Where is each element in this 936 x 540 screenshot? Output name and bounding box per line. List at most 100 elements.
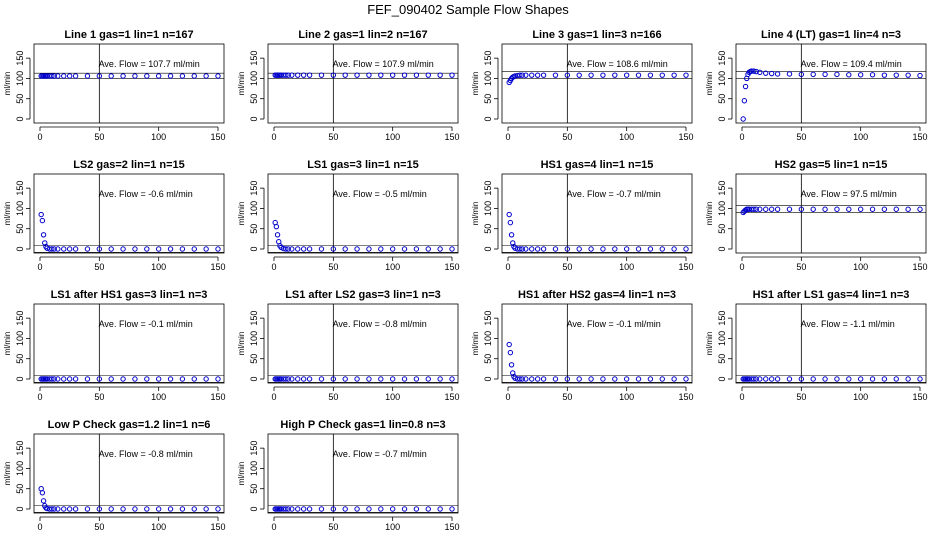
- x-tick-label: 100: [151, 392, 166, 402]
- x-tick-label: 150: [210, 132, 225, 142]
- y-axis-label: ml/min: [237, 72, 246, 96]
- x-tick-label: 0: [505, 262, 510, 272]
- data-point: [552, 376, 559, 382]
- data-point: [905, 206, 911, 212]
- data-point: [108, 246, 114, 252]
- data-point: [413, 246, 420, 252]
- data-point: [742, 83, 749, 90]
- data-point: [306, 376, 313, 382]
- y-axis-label: ml/min: [705, 332, 714, 356]
- data-point: [274, 232, 281, 238]
- chart-panel: LS1 after HS1 gas=3 lin=1 n=3050100150ml…: [3, 289, 226, 402]
- data-point: [508, 232, 515, 238]
- data-point: [366, 506, 372, 512]
- data-point: [529, 376, 535, 382]
- data-point: [751, 68, 757, 74]
- y-axis-label: ml/min: [3, 72, 12, 96]
- data-point: [881, 206, 888, 212]
- panel-title: Line 4 (LT) gas=1 lin=4 n=3: [761, 29, 901, 41]
- data-point: [588, 376, 594, 382]
- data-point: [540, 246, 547, 252]
- data-point: [534, 376, 541, 382]
- x-tick-label: 50: [562, 132, 572, 142]
- data-point: [763, 206, 769, 212]
- average-flow-annotation: Ave. Flow = -0.1 ml/min: [99, 319, 193, 329]
- data-point: [751, 376, 757, 382]
- plot-frame: [267, 303, 459, 384]
- data-point: [413, 376, 420, 382]
- y-tick-label: 0: [15, 376, 25, 381]
- data-point: [517, 376, 523, 382]
- data-point: [295, 246, 301, 252]
- data-point: [354, 72, 360, 78]
- y-tick-label: 50: [717, 94, 727, 104]
- x-tick-label: 0: [505, 132, 510, 142]
- average-flow-annotation: Ave. Flow = -0.7 ml/min: [333, 449, 427, 459]
- data-point: [425, 506, 431, 512]
- data-point: [155, 246, 162, 252]
- plot-frame: [33, 433, 225, 514]
- x-tick-label: 100: [619, 392, 634, 402]
- data-point: [132, 506, 138, 512]
- data-point: [132, 246, 138, 252]
- data-point: [61, 376, 67, 382]
- data-point: [300, 506, 307, 512]
- y-tick-label: 100: [15, 331, 25, 346]
- data-point: [300, 376, 307, 382]
- x-tick-label: 150: [444, 522, 459, 532]
- data-point: [623, 246, 630, 252]
- x-tick-label: 100: [385, 262, 400, 272]
- x-tick-label: 50: [328, 522, 338, 532]
- data-point: [378, 506, 384, 512]
- data-point: [55, 246, 61, 252]
- y-axis-label: ml/min: [237, 332, 246, 356]
- data-point: [366, 72, 372, 78]
- data-point: [72, 73, 79, 79]
- data-point: [449, 72, 455, 78]
- data-point: [846, 72, 852, 78]
- x-tick-label: 150: [678, 262, 693, 272]
- y-tick-label: 150: [717, 311, 727, 326]
- x-tick-label: 100: [385, 132, 400, 142]
- data-point: [132, 376, 138, 382]
- data-point: [389, 72, 396, 78]
- x-tick-label: 0: [739, 132, 744, 142]
- data-point: [506, 211, 512, 218]
- x-tick-label: 0: [739, 392, 744, 402]
- data-point: [534, 246, 541, 252]
- data-point: [893, 206, 899, 212]
- figure-title: FEF_090402 Sample Flow Shapes: [367, 2, 569, 17]
- x-tick-label: 100: [151, 522, 166, 532]
- data-point: [66, 506, 73, 512]
- plot-frame: [267, 43, 459, 124]
- data-point: [295, 72, 301, 78]
- chart-panel: Line 4 (LT) gas=1 lin=4 n=3050100150ml/m…: [705, 29, 928, 142]
- data-point: [529, 72, 535, 78]
- x-tick-label: 150: [210, 262, 225, 272]
- y-tick-label: 0: [483, 116, 493, 121]
- x-tick-label: 100: [853, 392, 868, 402]
- data-point: [507, 219, 514, 226]
- panel-title: HS1 after HS2 gas=4 lin=1 n=3: [518, 289, 676, 301]
- data-point: [51, 246, 57, 252]
- y-tick-label: 50: [249, 484, 259, 494]
- x-tick-label: 0: [37, 262, 42, 272]
- y-axis-label: ml/min: [237, 462, 246, 486]
- x-tick-label: 150: [912, 262, 927, 272]
- data-point: [378, 72, 384, 78]
- average-flow-annotation: Ave. Flow = 109.4 ml/min: [801, 59, 902, 69]
- data-point: [283, 246, 289, 252]
- data-point: [635, 72, 642, 78]
- data-point: [108, 73, 114, 79]
- data-point: [905, 376, 911, 382]
- y-tick-label: 150: [249, 51, 259, 66]
- data-point: [635, 246, 642, 252]
- data-point: [132, 73, 138, 79]
- data-point: [203, 73, 209, 79]
- data-point: [508, 362, 515, 368]
- data-point: [523, 246, 529, 252]
- data-point: [437, 376, 443, 382]
- data-point: [39, 490, 46, 496]
- data-point: [354, 246, 360, 252]
